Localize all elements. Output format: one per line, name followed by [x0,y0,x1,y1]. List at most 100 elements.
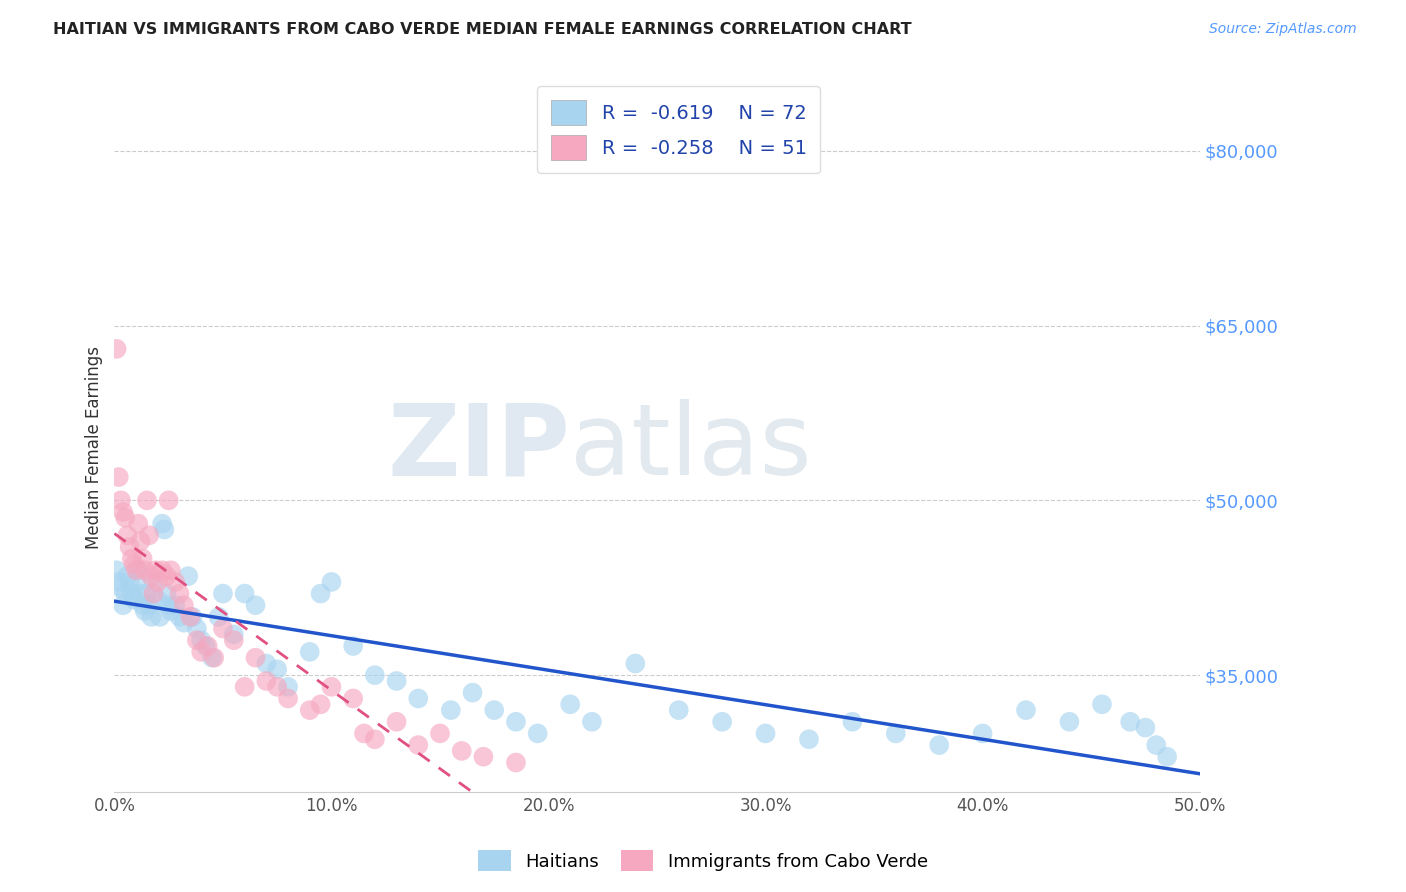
Point [157,599,180,613]
Point [136,586,159,600]
Point [105,563,128,577]
Point [277,691,299,706]
Point [150,563,173,577]
Point [484,703,506,717]
Point [121,586,143,600]
Point [711,714,734,729]
Point [1119,714,1142,729]
Legend: Haitians, Immigrants from Cabo Verde: Haitians, Immigrants from Cabo Verde [471,843,935,879]
Point [353,726,375,740]
Point [105,342,128,356]
Point [150,516,173,531]
Point [233,680,256,694]
Point [141,610,163,624]
Point [134,604,156,618]
Point [254,657,277,671]
Point [581,714,603,729]
Point [141,569,163,583]
Point [797,732,820,747]
Point [134,563,156,577]
Point [142,574,165,589]
Point [131,599,153,613]
Point [560,698,582,712]
Point [186,622,208,636]
Point [110,581,132,595]
Point [526,726,548,740]
Point [173,599,195,613]
Point [110,493,132,508]
Point [197,639,219,653]
Point [266,680,288,694]
Point [202,650,225,665]
Point [754,726,776,740]
Point [194,639,217,653]
Point [342,639,364,653]
Text: HAITIAN VS IMMIGRANTS FROM CABO VERDE MEDIAN FEMALE EARNINGS CORRELATION CHART: HAITIAN VS IMMIGRANTS FROM CABO VERDE ME… [53,22,912,37]
Point [149,610,172,624]
Point [385,714,408,729]
Point [321,574,343,589]
Point [505,714,527,729]
Point [122,592,145,607]
Point [114,586,136,600]
Point [127,563,149,577]
Point [450,744,472,758]
Point [138,528,160,542]
Point [245,650,267,665]
Point [364,732,387,747]
Point [146,592,169,607]
Point [131,551,153,566]
Y-axis label: Median Female Earnings: Median Female Earnings [86,346,103,549]
Point [505,756,527,770]
Point [122,558,145,572]
Point [207,610,229,624]
Point [406,691,429,706]
Point [309,586,332,600]
Point [668,703,690,717]
Text: ZIP: ZIP [387,400,571,497]
Point [222,633,245,648]
Point [1156,749,1178,764]
Point [118,540,141,554]
Point [254,673,277,688]
Point [406,738,429,752]
Point [472,749,495,764]
Point [309,698,332,712]
Point [364,668,387,682]
Point [440,703,463,717]
Point [181,610,204,624]
Point [884,726,907,740]
Point [186,633,208,648]
Point [179,610,201,624]
Point [107,574,129,589]
Point [125,563,148,577]
Point [117,528,139,542]
Point [165,599,187,613]
Text: Source: ZipAtlas.com: Source: ZipAtlas.com [1209,22,1357,37]
Point [1015,703,1038,717]
Point [121,551,143,566]
Point [385,673,408,688]
Point [972,726,994,740]
Point [114,511,136,525]
Point [112,505,135,519]
Point [138,599,160,613]
Point [118,574,141,589]
Point [298,703,321,717]
Point [155,586,177,600]
Point [342,691,364,706]
Point [928,738,950,752]
Point [173,615,195,630]
Point [153,523,176,537]
Point [129,534,152,549]
Point [1135,721,1157,735]
Point [1059,714,1081,729]
Point [160,563,183,577]
Point [266,662,288,676]
Point [190,645,212,659]
Point [841,714,863,729]
Text: atlas: atlas [571,400,811,497]
Point [212,586,235,600]
Point [157,493,180,508]
Point [298,645,321,659]
